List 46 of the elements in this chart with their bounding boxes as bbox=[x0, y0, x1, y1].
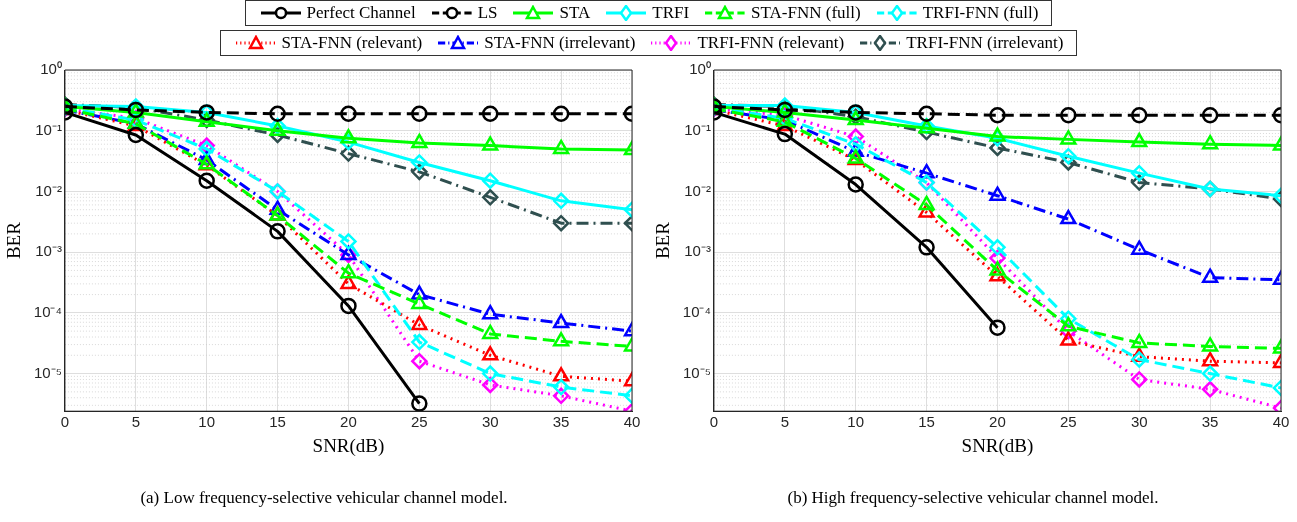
x-tick-label: 20 bbox=[989, 413, 1006, 431]
y-tick-label: 10⁻⁵ bbox=[34, 363, 62, 381]
x-tick-label: 25 bbox=[1060, 413, 1077, 431]
y-tick-label: 10⁰ bbox=[40, 60, 62, 78]
x-tick-label: 10 bbox=[847, 413, 865, 431]
text: (a) Low frequency-selective vehicular channel model. bbox=[139, 488, 509, 508]
x-tick-label: 35 bbox=[552, 413, 570, 431]
x-tick-label: 20 bbox=[340, 413, 357, 431]
x-tick-label: 30 bbox=[1130, 413, 1148, 431]
y-tick-label: 10⁻⁴ bbox=[33, 303, 62, 320]
text: (b) High frequency-selective vehicular channel model. bbox=[786, 488, 1160, 508]
legend-label: STA-FNN (irrelevant) bbox=[484, 32, 636, 54]
legend-label: TRFI-FNN (relevant) bbox=[697, 32, 845, 54]
x-tick-label: 0 bbox=[709, 413, 719, 431]
y-tick-label: 10⁻² bbox=[35, 181, 62, 199]
legend-label: LS bbox=[477, 2, 498, 24]
y-tick-label: 10⁻³ bbox=[35, 242, 62, 260]
legend-label: TRFI bbox=[652, 2, 690, 24]
y-tick-label: 10⁻² bbox=[684, 181, 711, 199]
y-tick-label: 10⁻⁵ bbox=[683, 363, 711, 381]
x-tick-label: 15 bbox=[269, 413, 286, 431]
x-tick-label: 10 bbox=[198, 413, 216, 431]
x-tick-label: 25 bbox=[411, 413, 428, 431]
legend-label: STA-FNN (full) bbox=[751, 2, 861, 24]
x-tick-label: 40 bbox=[1272, 413, 1290, 431]
x-tick-label: 5 bbox=[780, 413, 789, 431]
y-tick-label: 10⁻¹ bbox=[684, 120, 711, 138]
y-tick-label: 10⁻¹ bbox=[35, 120, 62, 138]
y-tick-label: 10⁻³ bbox=[684, 242, 711, 260]
x-tick-label: 40 bbox=[623, 413, 641, 431]
y-axis-title: BER bbox=[652, 221, 674, 260]
legend-label: STA bbox=[559, 2, 591, 24]
x-axis-title: SNR(dB) bbox=[312, 434, 385, 457]
y-axis-title: BER bbox=[3, 221, 25, 260]
legend-label: TRFI-FNN (irrelevant) bbox=[906, 32, 1064, 54]
y-tick-label: 10⁰ bbox=[689, 60, 711, 78]
x-tick-label: 15 bbox=[918, 413, 935, 431]
legend-label: STA-FNN (relevant) bbox=[281, 32, 423, 54]
x-axis-title: SNR(dB) bbox=[961, 434, 1034, 457]
x-tick-label: 35 bbox=[1201, 413, 1219, 431]
legend-label: Perfect Channel bbox=[306, 2, 416, 24]
x-tick-label: 0 bbox=[60, 413, 70, 431]
x-tick-label: 30 bbox=[481, 413, 499, 431]
legend-label: TRFI-FNN (full) bbox=[922, 2, 1039, 24]
x-tick-label: 5 bbox=[131, 413, 140, 431]
y-tick-label: 10⁻⁴ bbox=[682, 303, 711, 320]
